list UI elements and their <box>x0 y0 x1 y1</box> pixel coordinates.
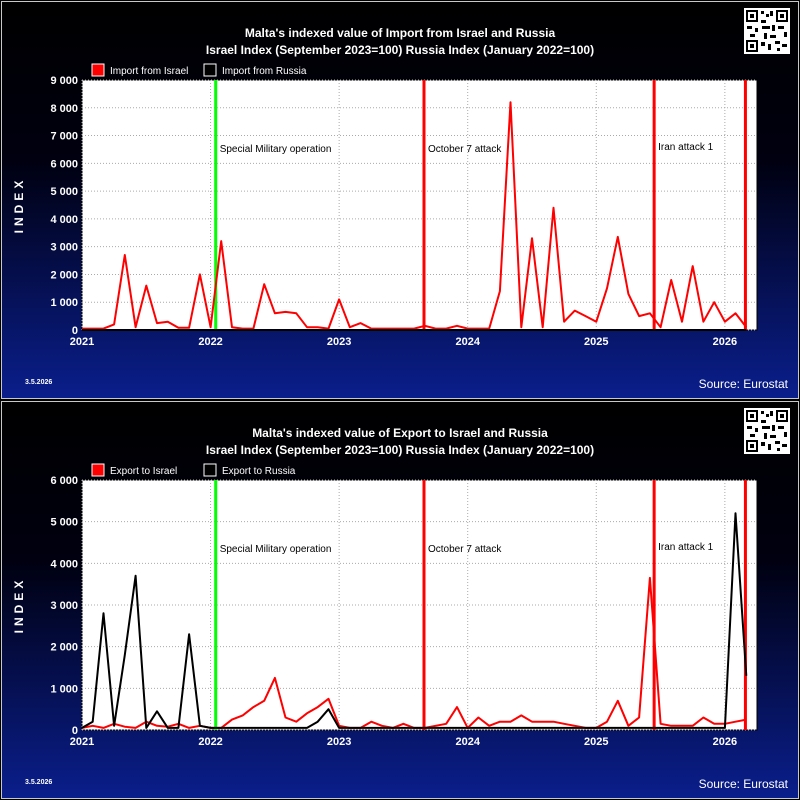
export-chart-svg: 0 1 000 2 000 3 000 4 000 5 000 6 000 2021 2022 2… <box>12 463 758 748</box>
legend-swatch <box>203 463 217 477</box>
x-tick-label: 2025 <box>584 336 608 348</box>
y-tick-label: 3 000 <box>50 600 78 612</box>
series-line-russia <box>81 512 748 729</box>
y-tick-label: 9 000 <box>50 75 78 87</box>
y-tick-label: 2 000 <box>50 269 78 281</box>
import-chart-panel: Malta's indexed value of Import from Isr… <box>1 1 799 399</box>
event-label: October 7 attack <box>428 544 502 555</box>
event-label: October 7 attack <box>428 144 502 155</box>
qr-code-icon <box>744 408 790 454</box>
y-tick-label: 6 000 <box>50 475 78 487</box>
event-label: Special Military operation <box>220 544 332 555</box>
export-chart-title: Malta's indexed value of Export to Israe… <box>252 426 548 440</box>
y-tick-label: 4 000 <box>50 558 78 570</box>
y-axis-label: INDEX <box>12 577 26 634</box>
export-chart-panel: Malta's indexed value of Export to Israe… <box>0 400 800 800</box>
y-tick-label: 3 000 <box>50 242 78 254</box>
import-plot-area <box>81 79 758 331</box>
legend-swatch <box>91 63 105 77</box>
x-tick-label: 2021 <box>70 736 94 748</box>
event-label: Special Military operation <box>220 144 332 155</box>
x-tick-label: 2022 <box>198 736 222 748</box>
x-tick-label: 2024 <box>455 736 480 748</box>
import-chart-subtitle: Israel Index (September 2023=100) Russia… <box>205 43 595 57</box>
event-label: Iran attack 1 <box>658 542 713 553</box>
y-tick-label: 1 000 <box>50 297 78 309</box>
export-date-label: 3.5.2026 <box>25 779 53 786</box>
legend-label: Export to Israel <box>110 466 177 477</box>
x-tick-label: 2023 <box>327 736 351 748</box>
y-tick-label: 8 000 <box>50 103 78 115</box>
legend-label: Export to Russia <box>222 466 296 477</box>
x-tick-label: 2026 <box>713 736 737 748</box>
x-tick-label: 2026 <box>713 336 737 348</box>
x-tick-label: 2021 <box>70 336 94 348</box>
qr-code-icon <box>744 8 790 54</box>
export-source-label: Source: Eurostat <box>698 777 788 791</box>
y-tick-label: 1 000 <box>50 683 78 695</box>
series-line-israel <box>82 101 748 330</box>
x-tick-label: 2023 <box>327 336 351 348</box>
x-tick-label: 2025 <box>584 736 608 748</box>
export-chart-subtitle: Israel Index (September 2023=100) Russia… <box>205 443 595 457</box>
y-tick-label: 5 000 <box>50 517 78 529</box>
y-tick-label: 2 000 <box>50 642 78 654</box>
import-chart-title: Malta's indexed value of Import from Isr… <box>244 26 556 40</box>
import-date-label: 3.5.2026 <box>25 379 53 386</box>
y-tick-label: 6 000 <box>50 158 78 170</box>
legend-label: Import from Israel <box>110 66 188 77</box>
y-tick-label: 4 000 <box>50 214 78 226</box>
x-tick-label: 2022 <box>198 336 222 348</box>
y-axis-label: INDEX <box>12 177 26 234</box>
y-tick-label: 7 000 <box>50 131 78 143</box>
import-chart-svg: 0 1 000 2 000 3 000 4 000 5 000 6 000 7 000 8 00… <box>12 63 758 348</box>
y-tick-label: 0 <box>72 325 78 337</box>
y-tick-label: 0 <box>72 725 78 737</box>
import-source-label: Source: Eurostat <box>698 377 788 391</box>
event-label: Iran attack 1 <box>658 142 713 153</box>
x-tick-label: 2024 <box>455 336 480 348</box>
y-tick-label: 5 000 <box>50 186 78 198</box>
legend-label: Import from Russia <box>222 66 307 77</box>
legend-swatch <box>91 463 105 477</box>
legend-swatch <box>203 63 217 77</box>
